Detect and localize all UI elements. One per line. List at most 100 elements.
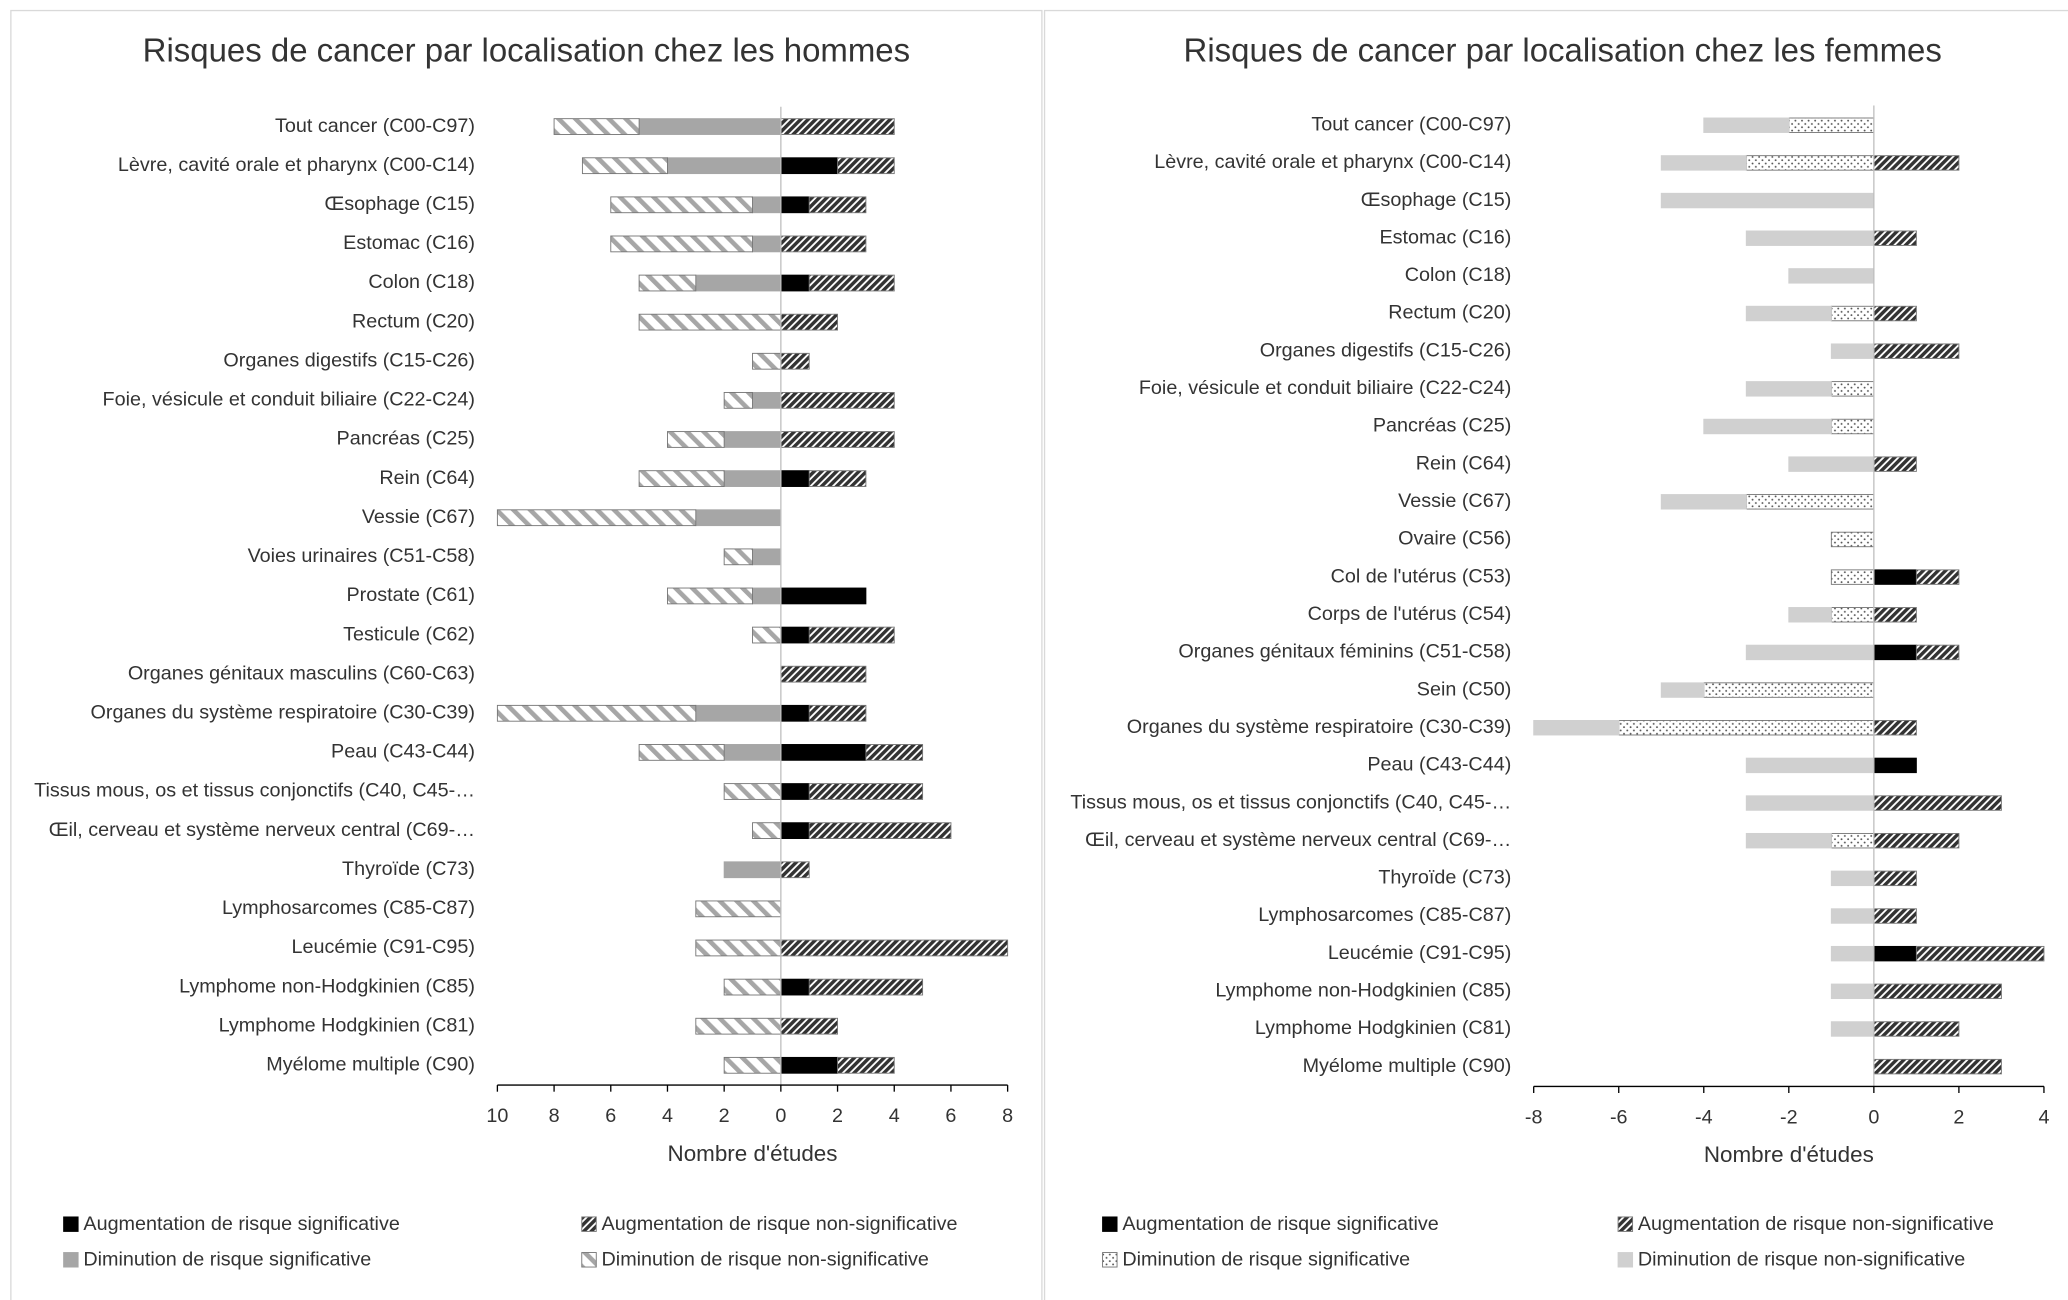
bar-segment xyxy=(1660,494,1747,510)
bar-segment xyxy=(808,783,924,800)
bar-segment xyxy=(1873,644,1917,661)
bar-segment xyxy=(1873,569,1917,585)
bar-segment xyxy=(1915,569,1960,585)
legend-swatch xyxy=(581,1252,597,1268)
bar-segment xyxy=(1703,117,1790,133)
bar-segment xyxy=(837,1056,895,1074)
bar-segment xyxy=(837,157,895,175)
y-tick-label: Tissus mous, os et tissus conjonctifs (C… xyxy=(1070,791,1511,813)
x-tick-label: 8 xyxy=(1002,1105,1013,1127)
bar-segment xyxy=(780,352,810,370)
bar-segment xyxy=(780,470,810,487)
bar-segment xyxy=(496,704,697,722)
bar-segment xyxy=(1745,155,1875,171)
bar-segment xyxy=(723,978,782,996)
y-tick-label: Testicule (C62) xyxy=(343,623,475,645)
bar-segment xyxy=(1830,607,1875,623)
bar-segment xyxy=(695,274,782,292)
y-tick-label: Organes du système respiratoire (C30-C39… xyxy=(1127,716,1511,738)
y-tick-label: Tissus mous, os et tissus conjonctifs (C… xyxy=(34,780,475,802)
y-tick-label: Tout cancer (C00-C97) xyxy=(1311,113,1511,135)
bar-segment xyxy=(1788,268,1875,284)
bar-segment xyxy=(1915,644,1960,661)
legend-label: Diminution de risque significative xyxy=(83,1249,371,1271)
bar-segment xyxy=(638,313,782,331)
bar-segment xyxy=(695,900,782,918)
bar-segment xyxy=(780,118,895,135)
bar-segment xyxy=(1830,381,1875,397)
y-tick-label: Lymphome Hodgkinien (C81) xyxy=(1255,1017,1511,1039)
legend-label: Augmentation de risque non-significative xyxy=(1638,1213,1994,1235)
y-tick-label: Thyroïde (C73) xyxy=(1378,867,1511,889)
bar-segment xyxy=(695,939,782,957)
bar-segment xyxy=(780,157,839,175)
bar-segment xyxy=(752,626,782,644)
y-tick-label: Lymphome non-Hodgkinien (C85) xyxy=(1215,980,1511,1002)
bar-segment xyxy=(1745,644,1875,661)
y-tick-label: Rectum (C20) xyxy=(1388,302,1511,324)
y-tick-label: Lymphome non-Hodgkinien (C85) xyxy=(179,975,475,997)
bar-segment xyxy=(638,118,782,135)
bar-segment xyxy=(752,235,782,253)
bar-segment xyxy=(752,352,782,370)
bar-segment xyxy=(1703,682,1875,698)
bar-segment xyxy=(808,196,867,214)
bar-segment xyxy=(780,391,895,409)
x-tick-label: 4 xyxy=(889,1105,900,1127)
bar-segment xyxy=(723,861,782,879)
bar-segment xyxy=(1703,418,1832,435)
y-tick-label: Colon (C18) xyxy=(368,271,475,293)
bar-segment xyxy=(752,196,782,214)
bar-segment xyxy=(1660,155,1747,171)
bar-segment xyxy=(1830,1021,1875,1037)
bar-segment xyxy=(1745,305,1832,322)
bar-segment xyxy=(695,704,782,722)
bar-segment xyxy=(1915,945,2045,962)
bar-segment xyxy=(1830,305,1875,322)
y-tick-label: Lymphosarcomes (C85-C87) xyxy=(222,897,475,919)
bar-segment xyxy=(1873,343,1960,359)
bar-segment xyxy=(1830,343,1875,359)
y-tick-label: Peau (C43-C44) xyxy=(1367,754,1511,776)
bar-segment xyxy=(1873,983,2002,1000)
y-tick-label: Myélome multiple (C90) xyxy=(266,1054,475,1076)
bar-segment xyxy=(780,665,867,683)
x-tick-label: 2 xyxy=(832,1105,843,1127)
bar-segment xyxy=(1830,418,1875,435)
bar-segment xyxy=(1533,720,1620,736)
bar-segment xyxy=(1745,381,1832,397)
bar-segment xyxy=(780,235,867,253)
x-tick-label: 2 xyxy=(1953,1106,1964,1128)
bar-segment xyxy=(808,274,895,292)
bar-segment xyxy=(667,587,753,605)
bar-segment xyxy=(1745,795,1875,811)
bar-segment xyxy=(610,196,753,214)
bar-segment xyxy=(780,1017,839,1035)
panel-border xyxy=(10,9,1043,1300)
bar-segment xyxy=(780,274,810,292)
bar-segment xyxy=(553,118,640,135)
legend-label: Augmentation de risque significative xyxy=(83,1213,399,1235)
y-tick-label: Corps de l'utérus (C54) xyxy=(1308,603,1512,625)
bar-segment xyxy=(780,978,810,996)
bar-segment xyxy=(1873,720,1917,736)
y-tick-label: Œsophage (C15) xyxy=(324,193,475,215)
bar-segment xyxy=(1873,870,1917,887)
x-tick-label: 2 xyxy=(719,1105,730,1127)
legend-label: Diminution de risque significative xyxy=(1122,1249,1410,1271)
y-tick-label: Estomac (C16) xyxy=(1379,226,1511,248)
y-tick-label: Organes génitaux féminins (C51-C58) xyxy=(1178,641,1511,663)
bar-segment xyxy=(780,626,810,644)
bar-segment xyxy=(808,978,924,996)
bar-segment xyxy=(581,157,668,175)
chart-title: Risques de cancer par localisation chez … xyxy=(1184,31,1942,68)
x-tick-label: 4 xyxy=(662,1105,673,1127)
bar-segment xyxy=(752,391,782,409)
bar-segment xyxy=(1745,757,1875,774)
bar-segment xyxy=(723,1056,782,1074)
bar-segment xyxy=(667,157,782,175)
y-tick-label: Organes génitaux masculins (C60-C63) xyxy=(128,662,475,684)
x-tick-label: 0 xyxy=(1868,1106,1879,1128)
bar-segment xyxy=(1830,569,1875,585)
legend-label: Augmentation de risque non-significative xyxy=(602,1213,958,1235)
